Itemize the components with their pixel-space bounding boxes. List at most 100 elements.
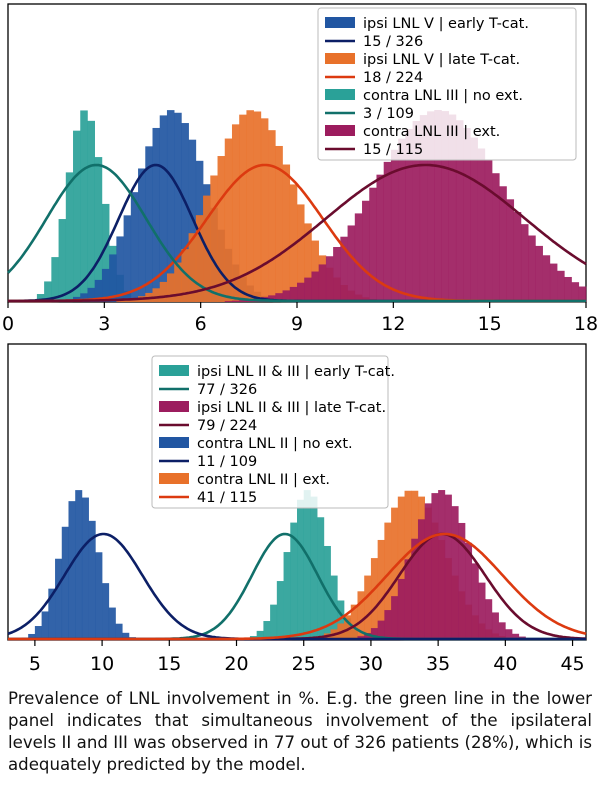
- histogram-bar: [239, 114, 247, 302]
- histogram-bar: [337, 600, 345, 640]
- histogram-bar: [253, 111, 262, 302]
- legend-label: contra LNL II | no ext.: [197, 436, 353, 452]
- histogram-bar: [347, 225, 356, 302]
- histogram-bar: [101, 203, 110, 302]
- histogram-bar: [217, 156, 226, 302]
- histogram-bar: [65, 172, 74, 302]
- histogram-bar: [557, 270, 565, 302]
- histogram-bar: [434, 110, 442, 302]
- histogram-bar: [470, 137, 478, 302]
- histogram-bar: [549, 263, 558, 302]
- histogram-bar: [354, 213, 363, 302]
- histogram-bar: [458, 522, 466, 640]
- histogram-bar: [36, 294, 45, 302]
- x-tick-label: 35: [426, 653, 450, 675]
- histogram-bar: [535, 245, 543, 302]
- histogram-bar: [28, 633, 36, 640]
- histogram-bar: [87, 120, 95, 302]
- chart-panel-top: 0 3 6 9 12 15 18 ipsi LNL V | early T-cat. 15 / …: [2, 3, 598, 335]
- histogram-bar: [431, 493, 439, 640]
- histogram-magenta: [224, 110, 587, 303]
- histogram-bar: [318, 264, 327, 302]
- histogram-bar: [152, 288, 161, 302]
- histogram-bar: [397, 578, 405, 640]
- legend-swatch: [159, 365, 189, 376]
- histogram-bar: [95, 552, 103, 640]
- histogram-bar: [41, 611, 49, 640]
- histogram-bar: [231, 124, 240, 302]
- histogram-bar: [116, 236, 124, 302]
- histogram-bar: [256, 630, 264, 640]
- histogram-bar: [424, 503, 432, 640]
- histogram-bar: [333, 247, 341, 302]
- legend-swatch: [159, 401, 189, 412]
- histogram-bar: [174, 262, 182, 302]
- legend-swatch: [159, 473, 189, 484]
- histogram-bar: [542, 255, 551, 302]
- histogram-bar: [159, 281, 168, 302]
- histogram-bar: [477, 148, 486, 302]
- histogram-bar: [370, 628, 378, 640]
- histogram-bar: [498, 622, 506, 640]
- histogram-bar: [224, 138, 233, 302]
- histogram-bar: [270, 604, 278, 640]
- histogram-bar: [81, 497, 89, 640]
- histogram-bar: [102, 583, 110, 640]
- histogram-bar: [231, 300, 240, 302]
- legend-label: ipsi LNL V | early T-cat.: [363, 16, 529, 32]
- legend-swatch: [325, 17, 355, 28]
- histogram-bar: [362, 200, 370, 302]
- histogram-bar: [370, 558, 378, 640]
- histogram-bar: [377, 539, 385, 640]
- histogram-bar: [451, 506, 459, 640]
- figure-caption: Prevalence of LNL involvement in %. E.g.…: [8, 689, 592, 774]
- histogram-bar: [304, 277, 312, 302]
- histogram-bar: [463, 128, 471, 302]
- histogram-bar: [390, 149, 399, 302]
- histogram-bar: [397, 496, 405, 640]
- histogram-bar: [75, 490, 83, 640]
- chart-panel-bottom: 5 10 15 20 25 30 35 40 45 ipsi LNL II & III | ear…: [7, 343, 587, 675]
- legend-swatch: [325, 53, 355, 64]
- histogram-bar: [417, 519, 425, 640]
- histogram-bar: [485, 599, 493, 640]
- histogram-bar: [181, 123, 189, 303]
- histogram-bar: [391, 507, 399, 640]
- x-tick-label: 25: [292, 653, 316, 675]
- histogram-bar: [398, 138, 406, 302]
- histogram-bar: [325, 256, 334, 302]
- histogram-bar: [438, 490, 446, 640]
- legend-label: 15 / 115: [363, 142, 423, 158]
- density-line: [8, 163, 587, 303]
- histogram-bar: [108, 607, 116, 640]
- histogram-bar: [297, 499, 305, 640]
- histogram-bar: [357, 591, 365, 640]
- x-tick-label: 5: [29, 653, 41, 675]
- histogram-bar: [174, 112, 182, 302]
- histogram-bar: [283, 552, 291, 640]
- x-tick-label: 10: [90, 653, 114, 675]
- histogram-bar: [260, 118, 269, 302]
- histogram-bar: [210, 175, 218, 302]
- histogram-bar: [115, 623, 123, 640]
- histogram-bar: [94, 279, 103, 302]
- histogram-bar: [166, 110, 175, 302]
- histogram-bar: [491, 612, 499, 640]
- histogram-bar: [448, 114, 457, 302]
- x-tick-label: 45: [560, 653, 584, 675]
- histogram-bar: [344, 615, 352, 640]
- histogram-bar: [94, 157, 103, 302]
- histogram-bar: [571, 282, 580, 302]
- histogram-bar: [188, 233, 197, 302]
- histogram-bar: [484, 160, 493, 302]
- x-tick-label: 3: [98, 313, 110, 335]
- histogram-bar: [377, 620, 385, 640]
- histogram-bar: [109, 254, 117, 302]
- histogram-bar: [34, 626, 42, 640]
- histogram-bar: [123, 215, 132, 302]
- histogram-bar: [55, 558, 63, 640]
- histogram-bar: [330, 575, 338, 640]
- histogram-bar: [239, 300, 247, 302]
- histogram-bar: [101, 268, 110, 302]
- figure: 0 3 6 9 12 15 18 ipsi LNL V | early T-cat. 15 / …: [2, 3, 598, 675]
